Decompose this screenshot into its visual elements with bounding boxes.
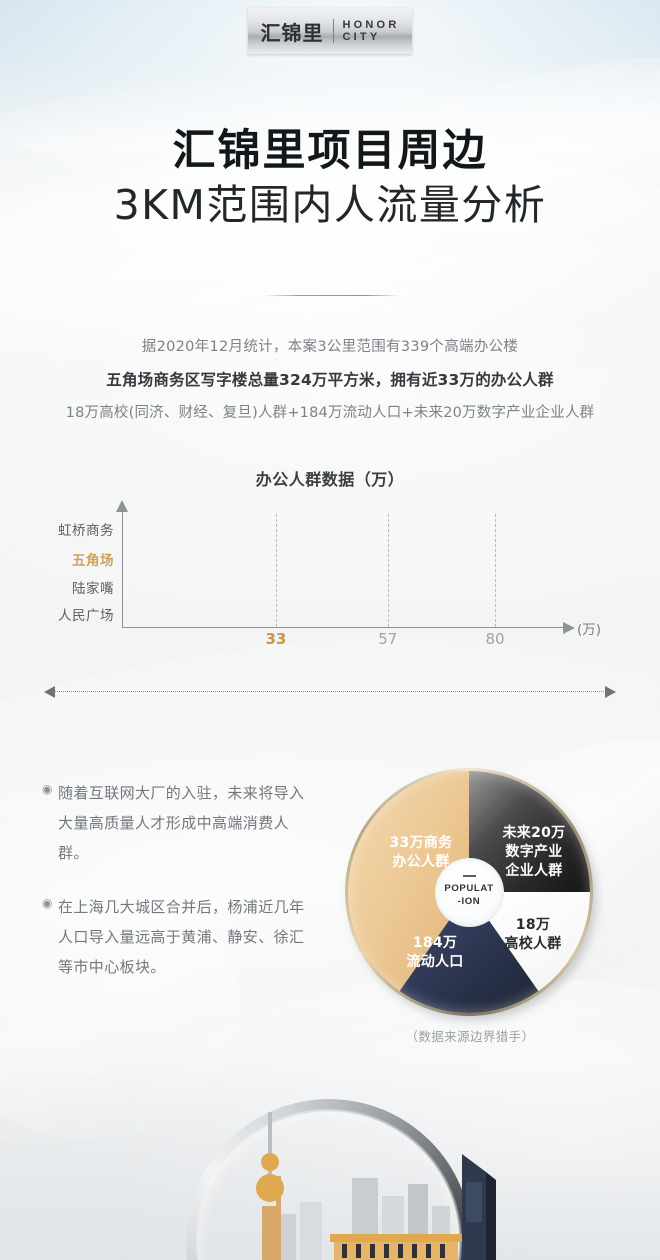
bullet-text: 随着互联网大厂的入驻，未来将导入大量高质量人才形成中高端消费人群。 (58, 784, 305, 862)
bar-category-label: 虹桥商务 (58, 523, 114, 539)
hub-label-line1: POPULAT (444, 882, 494, 894)
x-axis-tick-label: 80 (485, 630, 505, 648)
bar-chart: (万) 虹桥商务五角场陆家嘴人民广场 33 57 80 (0, 500, 660, 660)
bar-chart-gridline (275, 514, 277, 627)
donut-slice-label: 未来20万 数字产业 企业人群 (502, 825, 566, 880)
donut-slice (399, 892, 539, 1013)
y-axis-arrow (116, 500, 128, 512)
donut-slice (469, 771, 590, 892)
logo-english-line2: CITY (342, 31, 381, 43)
x-axis-unit-label: (万) (577, 622, 602, 638)
donut-source-note: （数据来源边界猎手） (405, 1029, 535, 1044)
bar-chart-bar (122, 520, 495, 534)
y-axis-line (122, 510, 124, 628)
divider-dotted-line (54, 691, 606, 692)
donut-slice-label: 33万商务 办公人群 (389, 835, 453, 871)
page-title-line2: 3KM范围内人流量分析 (113, 180, 547, 229)
bar-category-label: 五角场 (72, 553, 114, 569)
x-axis-tick-label: 33 (265, 630, 287, 648)
brand-logo: 汇锦里 HONOR CITY (248, 8, 412, 54)
title-divider (264, 295, 400, 296)
donut-slice (348, 771, 469, 992)
bottom-photo (0, 1085, 660, 1260)
logo-divider (332, 19, 334, 43)
page-title-line1: 汇锦里项目周边 (172, 126, 488, 176)
donut-slice (469, 892, 590, 992)
list-item: ◉ 随着互联网大厂的入驻，未来将导入大量高质量人才形成中高端消费人群。 (42, 778, 310, 868)
logo-chinese-name: 汇锦里 (260, 20, 324, 45)
bullet-list: ◉ 随着互联网大厂的入驻，未来将导入大量高质量人才形成中高端消费人群。 ◉ 在上海几大… (42, 778, 310, 1006)
bar-chart-title: 办公人群数据（万） (255, 470, 405, 489)
bar-chart-gridline (495, 514, 497, 627)
x-axis-arrow (563, 621, 575, 634)
section-divider-arrow (44, 686, 616, 698)
bar-chart-bar (122, 550, 276, 564)
bar-chart-bar (122, 605, 276, 619)
list-item: ◉ 在上海几大城区合并后，杨浦近几年人口导入量远高于黄浦、静安、徐汇等市中心板块。 (42, 892, 310, 982)
donut-slice-label: 184万 流动人口 (406, 935, 464, 971)
intro-line-3: 18万高校(同济、财经、复旦)人群+184万流动人口+未来20万数字产业企业人群 (65, 404, 595, 421)
bullet-text: 在上海几大城区合并后，杨浦近几年人口导入量远高于黄浦、静安、徐汇等市中心板块。 (58, 898, 305, 976)
hub-dash-icon (462, 875, 476, 877)
bullet-dot-icon: ◉ (42, 782, 53, 796)
bullet-dot-icon: ◉ (42, 896, 53, 910)
page-title: 汇锦里项目周边 3KM范围内人流量分析 (0, 126, 660, 232)
x-axis-tick-label: 57 (378, 630, 398, 648)
bar-category-label: 陆家嘴 (72, 581, 114, 597)
donut-hub: POPULAT -ION (434, 857, 504, 927)
logo-english-name: HONOR CITY (343, 19, 400, 44)
intro-line-1: 据2020年12月统计，本案3公里范围有339个高端办公楼 (141, 339, 519, 355)
bar-chart-gridline (387, 514, 389, 627)
donut-svg (348, 771, 590, 1013)
divider-right-arrow-icon (605, 686, 616, 698)
shanghai-skyline-illustration (256, 1112, 496, 1260)
donut-slice-label: 18万 高校人群 (504, 917, 562, 953)
donut-chart: POPULAT -ION 33万商务 办公人群 未来20万 数字产业 企业人群 18… (345, 768, 596, 1020)
bar-category-label: 人民广场 (58, 608, 114, 624)
hub-label-line2: -ION (457, 895, 481, 907)
x-axis-line (122, 627, 565, 629)
intro-line-2: 五角场商务区写字楼总量324万平方米，拥有近33万的办公人群 (106, 371, 554, 390)
divider-left-arrow-icon (44, 686, 55, 698)
bar-chart-bar (122, 578, 388, 592)
logo-english-line1: HONOR (342, 18, 400, 31)
donut-slices (348, 771, 590, 1013)
intro-text-block: 据2020年12月统计，本案3公里范围有339个高端办公楼 五角场商务区写字楼总… (0, 336, 660, 425)
